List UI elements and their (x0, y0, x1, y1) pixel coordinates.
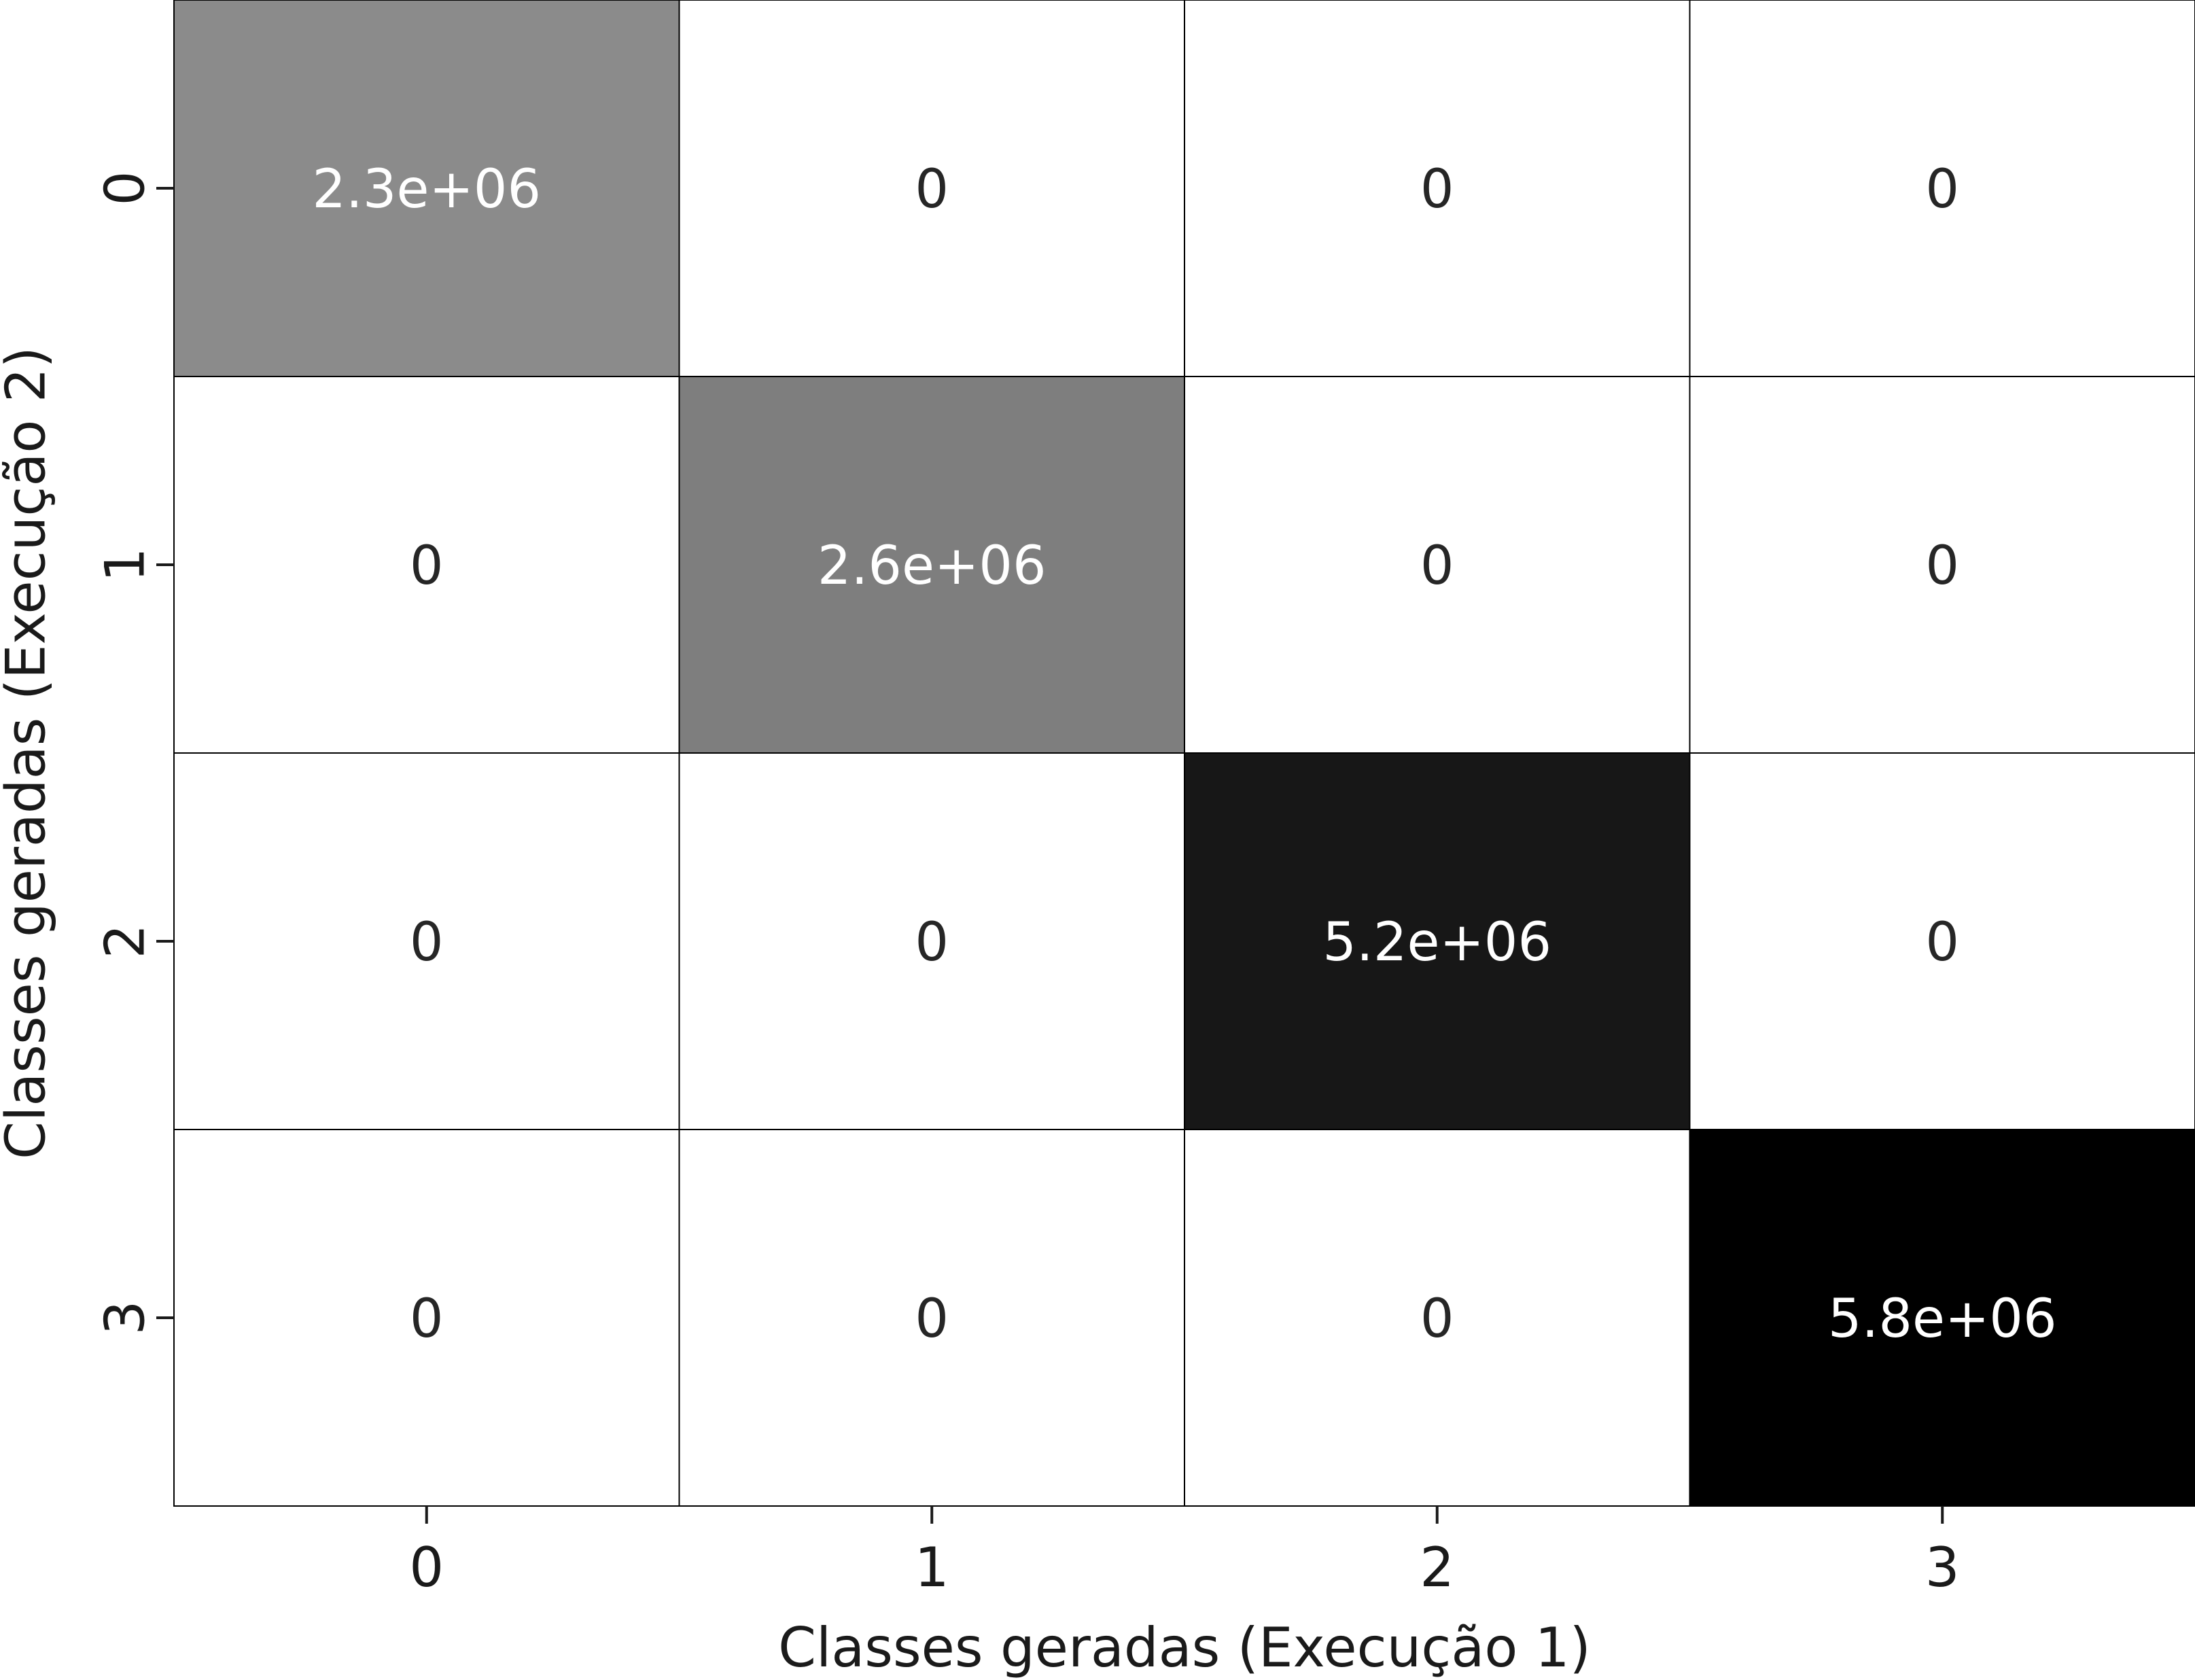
heatmap-cell-r0-c3 (1689, 0, 2195, 377)
y-axis: 0 1 2 3 (94, 171, 174, 1335)
x-tick-label-3: 3 (1925, 1536, 1960, 1599)
heatmap-cell-labels: 2.3e+06 0 0 0 0 2.6e+06 0 0 0 0 5.2e+06 0 0 0 0 5.8e+06 (312, 159, 2056, 1350)
cell-value-label-r2-c1: 0 (915, 912, 949, 973)
cell-value-label-r2-c2: 5.2e+06 (1322, 912, 1551, 973)
cell-value-label-r3-c3: 5.8e+06 (1828, 1289, 2057, 1350)
heatmap-cell-r0-c2 (1184, 0, 1691, 377)
cell-value-label-r0-c1: 0 (915, 159, 949, 220)
x-axis-title: Classes geradas (Execução 1) (778, 1616, 1591, 1679)
cell-value-label-r2-c0: 0 (410, 912, 444, 973)
cell-value-label-r0-c3: 0 (1925, 159, 1959, 220)
cell-value-label-r1-c2: 0 (1420, 536, 1454, 597)
heatmap-cell-r3-c0 (173, 1129, 680, 1507)
cell-value-label-r2-c3: 0 (1925, 912, 1959, 973)
heatmap-cell-r0-c1 (678, 0, 1185, 377)
cell-value-label-r3-c2: 0 (1420, 1289, 1454, 1350)
y-tick-label-0: 0 (94, 171, 157, 206)
x-tick-label-2: 2 (1420, 1536, 1454, 1599)
heatmap-cell-r0-c0 (173, 0, 680, 377)
heatmap-cell-r3-c2 (1184, 1129, 1691, 1507)
heatmap-cells (173, 0, 2195, 1507)
heatmap-cell-r2-c3 (1689, 752, 2195, 1130)
x-tick-label-1: 1 (915, 1536, 949, 1599)
heatmap-cell-r1-c2 (1184, 376, 1691, 754)
heatmap-cell-r1-c1 (678, 376, 1185, 754)
heatmap-cell-r3-c1 (678, 1129, 1185, 1507)
heatmap-cell-r2-c1 (678, 752, 1185, 1130)
cell-value-label-r1-c1: 2.6e+06 (818, 536, 1047, 597)
y-tick-label-2: 2 (94, 924, 157, 959)
x-tick-label-0: 0 (409, 1536, 444, 1599)
cell-value-label-r0-c0: 2.3e+06 (312, 159, 541, 220)
cell-value-label-r3-c0: 0 (410, 1289, 444, 1350)
heatmap-cell-r1-c3 (1689, 376, 2195, 754)
cell-value-label-r1-c0: 0 (410, 536, 444, 597)
y-axis-title: Classes geradas (Execução 2) (0, 347, 58, 1159)
heatmap-cell-r2-c0 (173, 752, 680, 1130)
y-tick-label-1: 1 (94, 548, 157, 582)
cell-value-label-r1-c3: 0 (1925, 536, 1959, 597)
cell-value-label-r3-c1: 0 (915, 1289, 949, 1350)
y-tick-label-3: 3 (94, 1301, 157, 1335)
cell-value-label-r0-c2: 0 (1420, 159, 1454, 220)
x-axis: 0 1 2 3 (409, 1506, 1960, 1599)
heatmap-cell-r1-c0 (173, 376, 680, 754)
heatmap-cell-r3-c3 (1689, 1129, 2195, 1507)
